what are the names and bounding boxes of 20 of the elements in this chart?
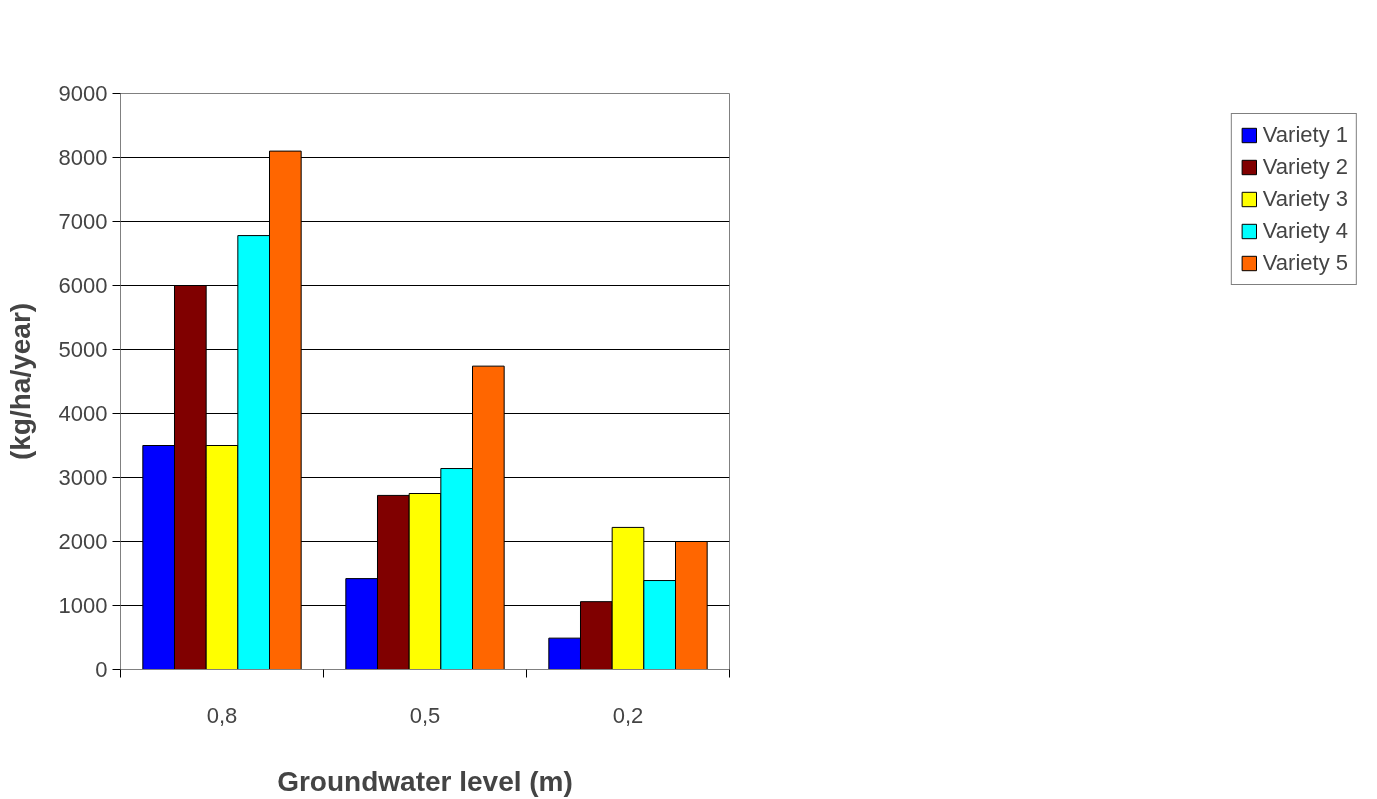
legend-label: Variety 3 bbox=[1262, 186, 1348, 212]
y-tick-label: 0 bbox=[95, 657, 108, 682]
x-tick-label: 0,8 bbox=[206, 702, 238, 728]
y-tick-label: 5000 bbox=[58, 337, 108, 362]
y-tick-label: 4000 bbox=[58, 401, 108, 426]
legend-label: Variety 1 bbox=[1262, 122, 1348, 148]
y-tick-label: 7000 bbox=[58, 209, 108, 234]
legend-label: Variety 4 bbox=[1262, 218, 1348, 244]
y-tick-label: 2000 bbox=[58, 529, 108, 554]
legend-label: Variety 2 bbox=[1262, 154, 1348, 180]
y-axis-title: (kg/ha/year) bbox=[4, 302, 36, 461]
y-tick-label: 6000 bbox=[58, 273, 108, 298]
x-axis-title: Groundwater level (m) bbox=[277, 765, 573, 797]
y-tick-label: 9000 bbox=[58, 81, 108, 106]
x-tick-label: 0,2 bbox=[612, 702, 644, 728]
y-tick-label: 8000 bbox=[58, 145, 108, 170]
y-tick-label: 3000 bbox=[58, 465, 108, 490]
x-tick-label: 0,5 bbox=[409, 702, 441, 728]
legend-label: Variety 5 bbox=[1262, 250, 1348, 276]
y-tick-label: 1000 bbox=[58, 593, 108, 618]
